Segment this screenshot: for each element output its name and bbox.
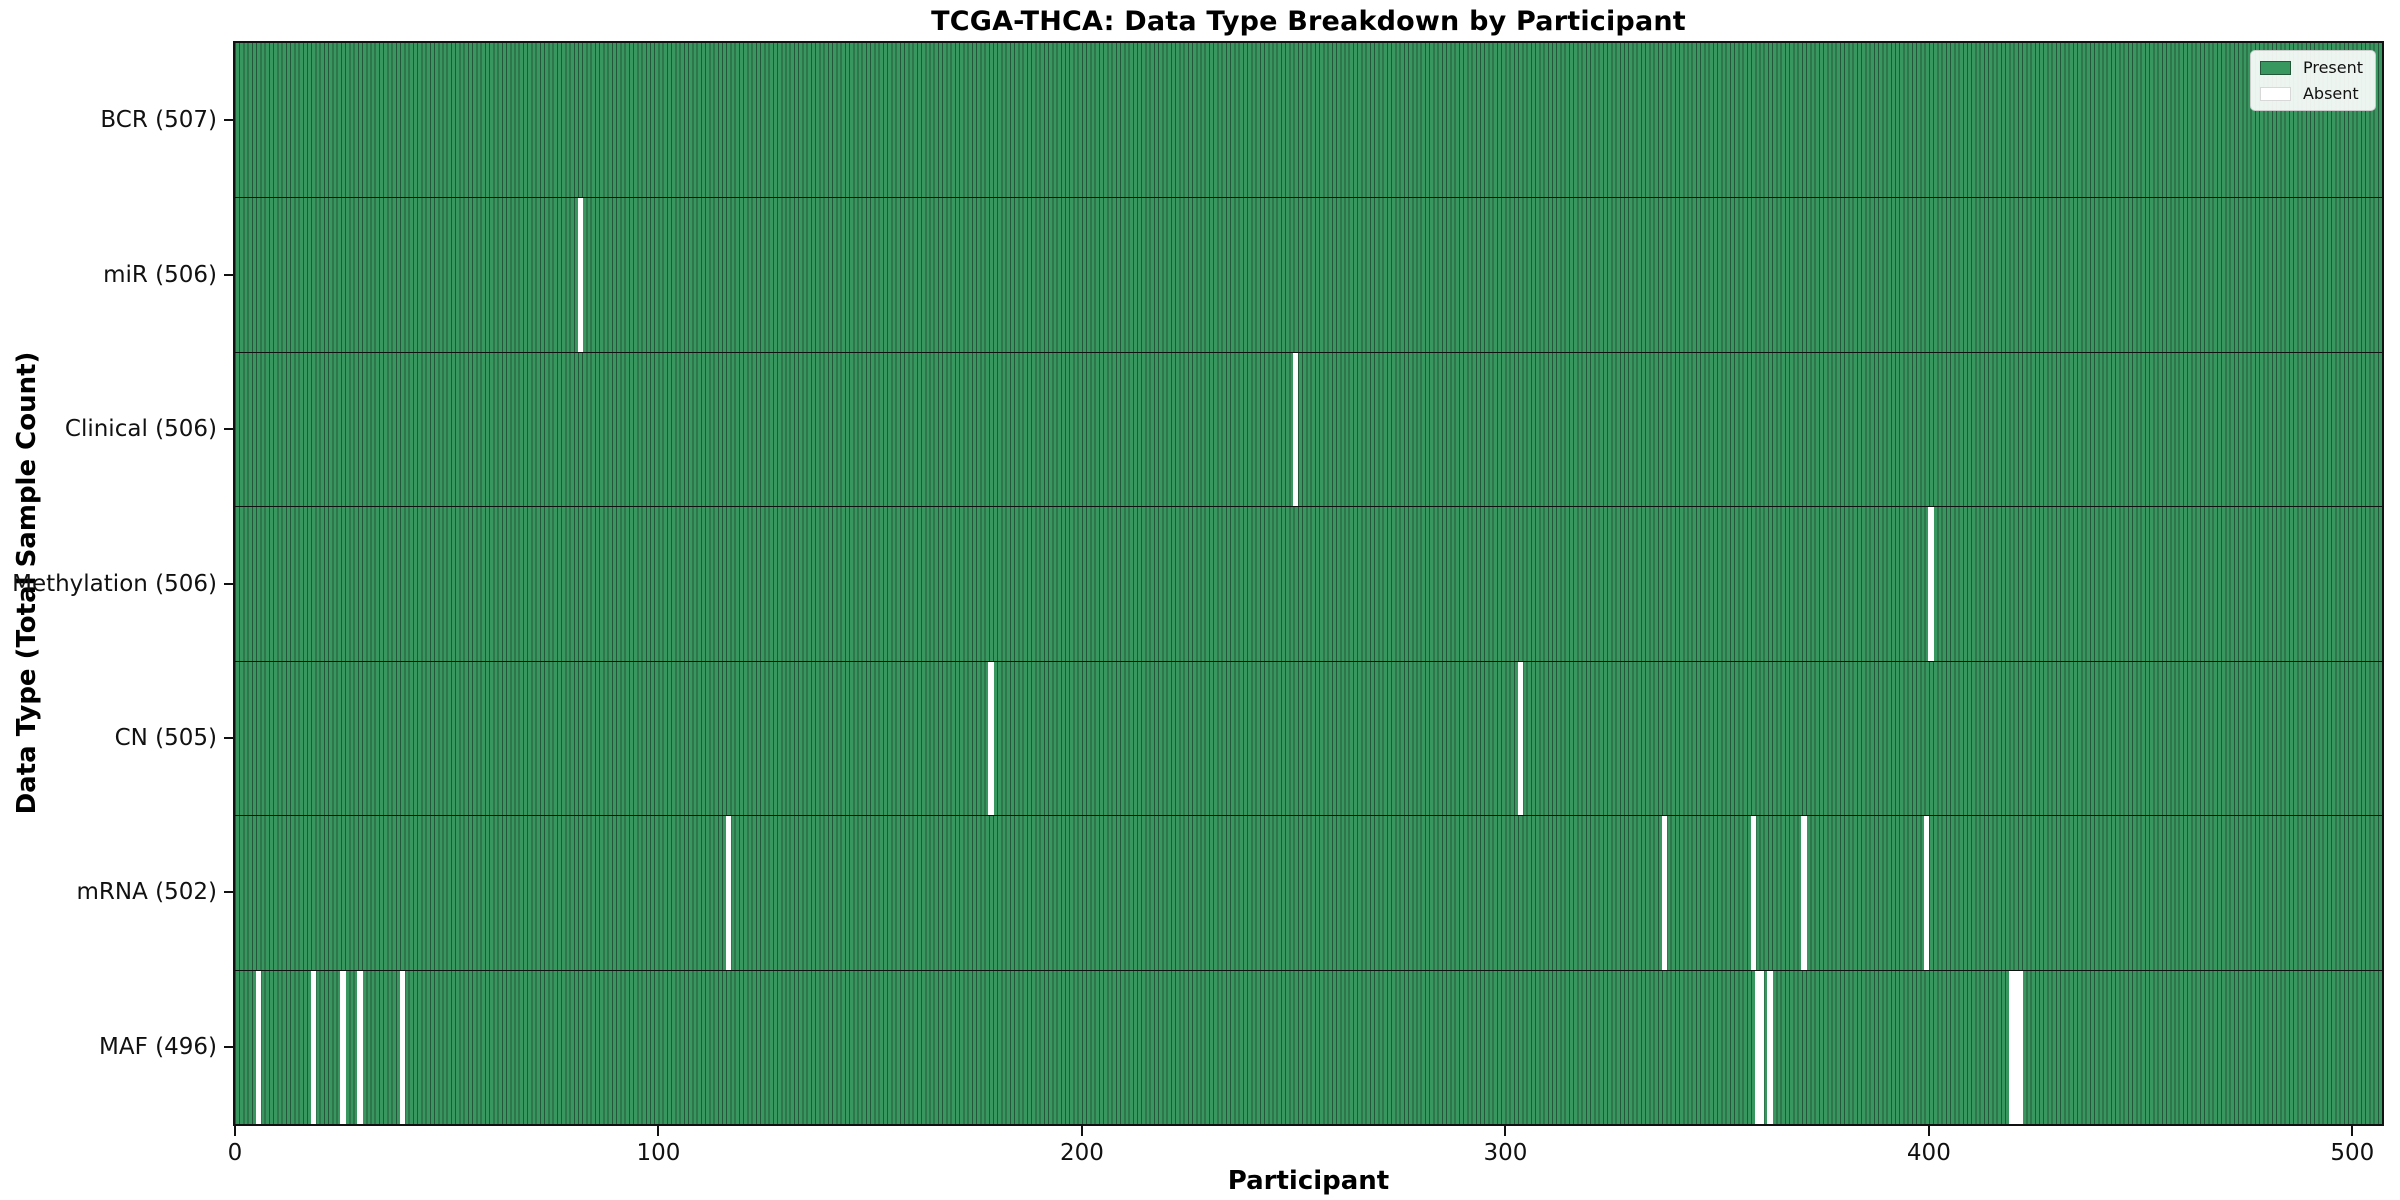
x-tick-mark (657, 1126, 660, 1136)
absent-bar (1754, 970, 1760, 1124)
chart-title: TCGA-THCA: Data Type Breakdown by Partic… (931, 6, 1686, 37)
legend: Present Absent (2249, 50, 2376, 111)
legend-label-present: Present (2302, 58, 2363, 77)
legend-entry-absent: Absent (2259, 84, 2363, 103)
plot-area: Present Absent (233, 41, 2384, 1126)
absent-bar (988, 661, 994, 816)
absent-bar (1758, 970, 1765, 1124)
x-tick-label: 400 (1906, 1140, 1951, 1166)
x-tick-label: 0 (227, 1140, 243, 1166)
y-tick-mark (224, 1045, 233, 1048)
absent-bar (1661, 816, 1667, 970)
legend-swatch-present (2259, 60, 2291, 75)
x-axis-label: Participant (1227, 1166, 1390, 1196)
absent-bar (357, 970, 363, 1124)
y-tick-label: MAF (496) (99, 1033, 217, 1060)
absent-bar (1517, 661, 1523, 816)
absent-bar (725, 816, 731, 970)
y-tick-label: BCR (507) (100, 107, 217, 134)
y-tick-label: Methylation (506) (12, 570, 217, 597)
legend-entry-present: Present (2259, 58, 2363, 77)
absent-bar (1928, 507, 1934, 661)
x-tick-mark (1080, 1126, 1083, 1136)
absent-bar (310, 970, 316, 1124)
absent-bar (2013, 970, 2019, 1124)
row-clinical (235, 351, 2382, 507)
row-methylation (235, 506, 2382, 661)
absent-bar (1750, 816, 1756, 970)
x-tick-mark (2351, 1126, 2354, 1136)
absent-bar (340, 970, 346, 1124)
legend-swatch-absent (2259, 86, 2291, 101)
absent-bar (1924, 816, 1930, 970)
x-tick-label: 300 (1483, 1140, 1528, 1166)
x-tick-mark (1504, 1126, 1507, 1136)
row-bcr (235, 43, 2382, 198)
absent-bar (399, 970, 405, 1124)
y-tick-mark (224, 119, 233, 122)
y-tick-label: mRNA (502) (76, 879, 217, 906)
absent-bar (1801, 816, 1807, 970)
row-mir (235, 197, 2382, 352)
x-tick-label: 200 (1059, 1140, 1104, 1166)
x-tick-label: 100 (636, 1140, 681, 1166)
absent-bar (1767, 970, 1773, 1124)
x-tick-mark (1927, 1126, 1930, 1136)
y-tick-mark (224, 736, 233, 739)
y-tick-label: Clinical (506) (64, 416, 217, 443)
y-tick-label: miR (506) (103, 261, 217, 288)
row-maf (235, 969, 2382, 1124)
y-tick-mark (224, 273, 233, 276)
absent-bar (577, 198, 583, 352)
absent-bar (1293, 352, 1299, 507)
y-tick-mark (224, 582, 233, 585)
x-tick-mark (234, 1126, 236, 1136)
y-tick-mark (224, 428, 233, 431)
absent-bar (2017, 970, 2023, 1124)
absent-bar (2008, 970, 2015, 1124)
absent-bar (255, 970, 261, 1124)
y-tick-label: CN (505) (114, 724, 217, 751)
x-tick-label: 500 (2330, 1140, 2375, 1166)
y-tick-mark (224, 891, 233, 894)
row-cn (235, 660, 2382, 816)
row-mrna (235, 815, 2382, 970)
legend-label-absent: Absent (2302, 84, 2359, 103)
